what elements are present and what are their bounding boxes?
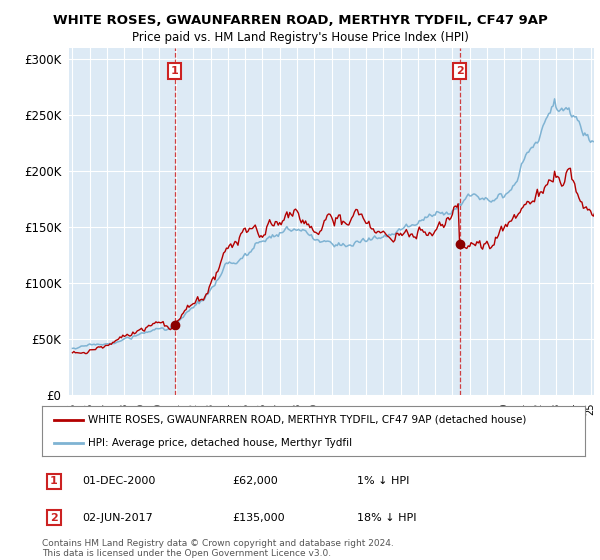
Text: 01-DEC-2000: 01-DEC-2000	[83, 477, 156, 486]
Text: 1: 1	[50, 477, 58, 486]
Text: HPI: Average price, detached house, Merthyr Tydfil: HPI: Average price, detached house, Mert…	[88, 438, 352, 448]
Text: Contains HM Land Registry data © Crown copyright and database right 2024.
This d: Contains HM Land Registry data © Crown c…	[42, 539, 394, 558]
Text: £62,000: £62,000	[232, 477, 278, 486]
Text: 2: 2	[50, 513, 58, 522]
Text: 1% ↓ HPI: 1% ↓ HPI	[357, 477, 409, 486]
Text: WHITE ROSES, GWAUNFARREN ROAD, MERTHYR TYDFIL, CF47 9AP: WHITE ROSES, GWAUNFARREN ROAD, MERTHYR T…	[53, 14, 547, 27]
Text: WHITE ROSES, GWAUNFARREN ROAD, MERTHYR TYDFIL, CF47 9AP (detached house): WHITE ROSES, GWAUNFARREN ROAD, MERTHYR T…	[88, 414, 527, 424]
Text: 1: 1	[171, 66, 179, 76]
Text: 02-JUN-2017: 02-JUN-2017	[83, 513, 154, 522]
Text: 2: 2	[456, 66, 463, 76]
Text: 18% ↓ HPI: 18% ↓ HPI	[357, 513, 416, 522]
Text: Price paid vs. HM Land Registry's House Price Index (HPI): Price paid vs. HM Land Registry's House …	[131, 31, 469, 44]
Text: £135,000: £135,000	[232, 513, 284, 522]
